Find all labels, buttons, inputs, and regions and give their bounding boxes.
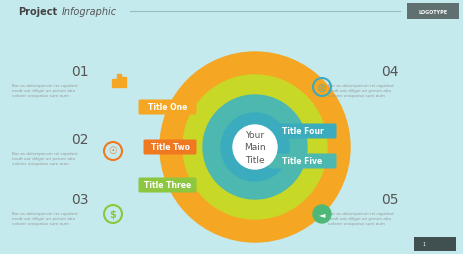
Bar (112, 80, 116, 88)
Circle shape (160, 53, 350, 242)
Text: ☉: ☉ (109, 146, 118, 155)
FancyBboxPatch shape (138, 178, 196, 193)
Text: Title Five: Title Five (282, 157, 323, 166)
Text: $: $ (110, 209, 116, 219)
Text: Title Four: Title Four (282, 127, 323, 136)
Text: Bor as doloreperum rei capidest
modt aut diligni uri porum aba
volorer uniquatus: Bor as doloreperum rei capidest modt aut… (328, 84, 394, 98)
Text: ◎: ◎ (318, 83, 326, 93)
Text: 04: 04 (381, 65, 399, 79)
Circle shape (203, 96, 307, 199)
Text: Title One: Title One (148, 103, 187, 112)
Bar (117, 75, 121, 88)
Bar (122, 78, 126, 88)
FancyBboxPatch shape (269, 154, 337, 169)
Circle shape (313, 205, 331, 223)
FancyBboxPatch shape (414, 237, 456, 251)
FancyBboxPatch shape (138, 100, 196, 115)
Text: 02: 02 (71, 133, 89, 146)
FancyBboxPatch shape (269, 124, 337, 139)
Circle shape (221, 114, 289, 181)
Text: 01: 01 (71, 65, 89, 79)
FancyBboxPatch shape (144, 140, 196, 155)
Text: Title Three: Title Three (144, 181, 191, 190)
Text: 03: 03 (71, 192, 89, 206)
Text: Project: Project (18, 7, 57, 17)
FancyBboxPatch shape (407, 4, 459, 20)
Text: Bor as doloreperum rei capidest
modt aut diligni uri porum aba
volorer uniquatus: Bor as doloreperum rei capidest modt aut… (12, 151, 78, 166)
Text: Your
Main
Title: Your Main Title (244, 131, 266, 164)
Text: Infographic: Infographic (62, 7, 117, 17)
Text: Title Two: Title Two (150, 143, 189, 152)
Circle shape (233, 125, 277, 169)
Circle shape (183, 76, 327, 219)
Text: 05: 05 (381, 192, 399, 206)
Text: 1: 1 (422, 242, 425, 247)
Text: ◄: ◄ (319, 210, 325, 219)
Text: Bor as doloreperum rei capidest
modt aut diligni uri porum aba
volorer uniquatus: Bor as doloreperum rei capidest modt aut… (328, 211, 394, 226)
Text: Bor as doloreperum rei capidest
modt aut diligni uri porum aba
volorer uniquatus: Bor as doloreperum rei capidest modt aut… (12, 211, 78, 226)
Text: LOGOTYPE: LOGOTYPE (419, 9, 448, 14)
Text: Bor as doloreperum rei capidest
modt aut diligni uri porum aba
volorer uniquatus: Bor as doloreperum rei capidest modt aut… (12, 84, 78, 98)
